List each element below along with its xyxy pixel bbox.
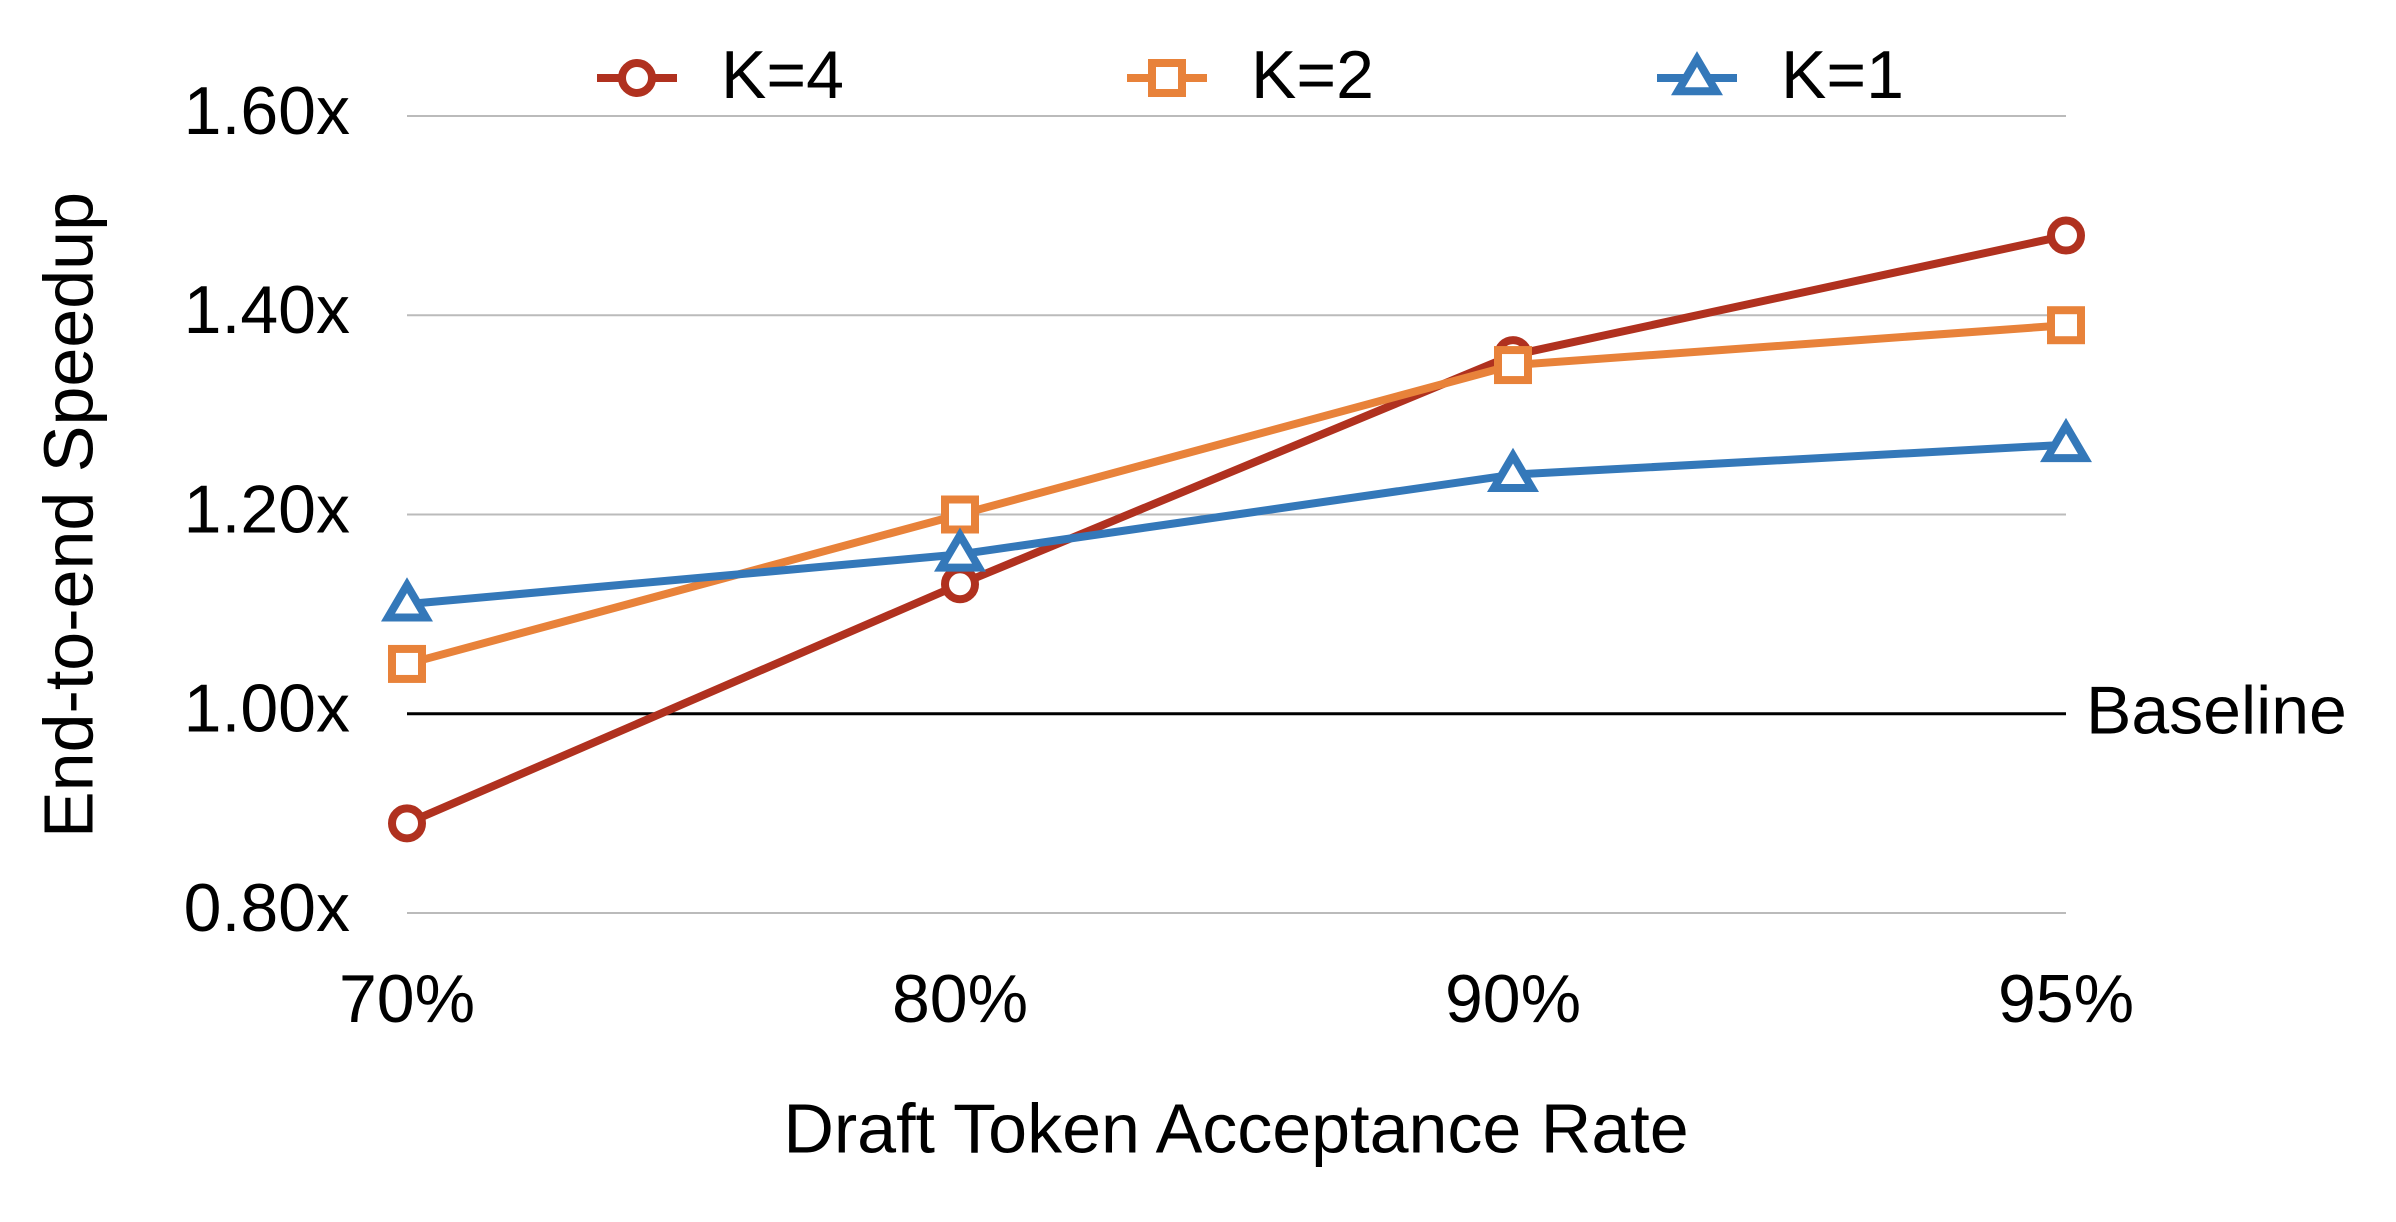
y-tick-label: 1.60x [184,73,350,149]
data-point [941,565,979,604]
legend-marker [1148,59,1186,97]
data-point [2047,216,2085,255]
y-tick-label: 1.40x [184,272,350,348]
y-tick-label: 1.20x [184,471,350,547]
data-point [381,577,433,622]
series-line [406,440,2067,609]
x-tick-label: 90% [1445,961,1581,1037]
data-point [388,804,426,843]
x-axis-title: Draft Token Acceptance Rate [783,1089,1688,1167]
legend-label: K=4 [721,37,844,113]
legend-marker [1671,51,1723,96]
x-tick-label: 95% [1998,961,2134,1037]
legend-label: K=1 [1781,37,1904,113]
data-point [1494,346,1532,385]
legend-label: K=2 [1251,37,1374,113]
y-tick-label: 1.00x [184,671,350,747]
data-point [2047,306,2085,345]
x-tick-label: 80% [892,961,1028,1037]
data-point [1487,447,1539,492]
baseline-label: Baseline [2086,673,2347,749]
legend-marker [618,59,656,97]
y-axis-title: End-to-end Speedup [29,192,107,838]
data-point [2040,417,2092,463]
y-tick-label: 0.80x [184,870,350,946]
series-line [405,231,2067,828]
series-line [405,321,2067,668]
data-point [934,527,986,572]
data-point [388,644,426,683]
data-point [941,495,979,534]
x-tick-label: 70% [339,961,475,1037]
